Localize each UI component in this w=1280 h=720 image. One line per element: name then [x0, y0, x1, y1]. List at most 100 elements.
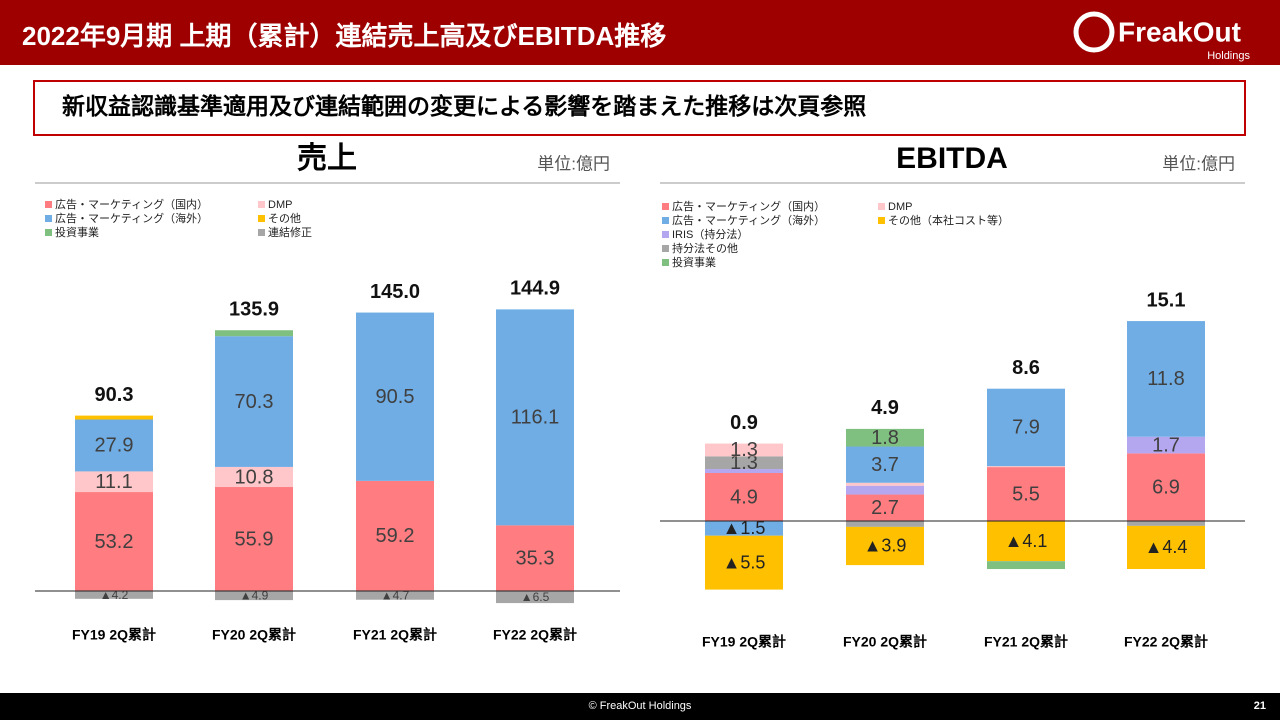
legend-swatch [662, 245, 669, 252]
bar-segment [705, 443, 783, 457]
total-label: 4.9 [871, 397, 899, 419]
data-label: 3.7 [871, 454, 899, 476]
legend-swatch [878, 217, 885, 224]
chart-title: EBITDA [896, 142, 1008, 175]
legend-label: DMP [268, 199, 292, 211]
data-label: 90.5 [376, 386, 415, 408]
bar-segment [496, 309, 574, 526]
x-tick-label: FY21 2Q累計 [984, 634, 1068, 650]
legend-swatch [258, 201, 265, 208]
legend-label: DMP [888, 201, 912, 213]
bar-segment [1127, 525, 1205, 570]
bar-segment [75, 415, 153, 420]
bar-segment [705, 535, 783, 590]
unit-label: 単位:億円 [537, 154, 610, 173]
legend-swatch [662, 231, 669, 238]
data-label: ▲6.5 [521, 590, 550, 604]
total-label: 144.9 [510, 278, 560, 300]
bar-segment [987, 521, 1065, 562]
unit-label: 単位:億円 [1162, 154, 1235, 173]
chart-title: 売上 [297, 142, 357, 175]
legend-swatch [45, 215, 52, 222]
legend-swatch [662, 217, 669, 224]
total-label: 15.1 [1147, 289, 1186, 311]
data-label: 11.1 [95, 471, 132, 493]
data-label: 7.9 [1012, 417, 1040, 439]
bar-segment [215, 487, 293, 591]
data-label: 1.7 [1152, 434, 1180, 456]
notice: 新収益認識基準適用及び連結範囲の変更による影響を踏まえた推移は次頁参照 [62, 93, 866, 119]
data-label: 1.8 [871, 427, 899, 449]
bar-segment [215, 591, 293, 601]
total-label: 145.0 [370, 281, 420, 303]
bar-segment [356, 312, 434, 481]
header-bar [0, 0, 1280, 65]
legend-swatch [662, 259, 669, 266]
bar-segment [75, 591, 153, 599]
x-tick-label: FY19 2Q累計 [72, 627, 156, 643]
data-label: ▲4.9 [240, 589, 269, 603]
notice-box [33, 80, 1246, 136]
legend-label: 投資事業 [55, 225, 99, 239]
data-label: ▲4.1 [1005, 531, 1048, 551]
logo: FreakOut [1118, 16, 1241, 47]
legend-swatch [878, 203, 885, 210]
bar-segment [987, 388, 1065, 467]
bar-segment [215, 466, 293, 488]
total-label: 8.6 [1012, 357, 1040, 379]
copyright: © FreakOut Holdings [589, 700, 692, 712]
data-label: 10.8 [235, 466, 274, 488]
data-label: 2.7 [871, 497, 899, 519]
bar-segment [846, 521, 924, 527]
x-tick-label: FY22 2Q累計 [1124, 634, 1208, 650]
legend-label: 広告・マーケティング（国内） [55, 197, 208, 211]
bar-segment [496, 525, 574, 591]
legend-label: 広告・マーケティング（国内） [672, 199, 825, 213]
logo-icon [1073, 11, 1115, 53]
total-label: 135.9 [229, 299, 279, 321]
total-label: 90.3 [95, 384, 134, 406]
bar-segment [1127, 321, 1205, 437]
bar-segment [215, 330, 293, 337]
bar-segment [1127, 453, 1205, 521]
x-tick-label: FY22 2Q累計 [493, 627, 577, 643]
bar-segment [987, 467, 1065, 521]
legend-label: 広告・マーケティング（海外） [55, 211, 208, 225]
bar-segment [496, 591, 574, 604]
bar-segment [987, 466, 1065, 468]
bar-segment [846, 428, 924, 447]
data-label: 55.9 [235, 528, 274, 550]
bar-segment [846, 482, 924, 486]
data-label: 53.2 [95, 531, 134, 553]
bar-segment [75, 419, 153, 472]
data-label: 116.1 [511, 407, 560, 429]
bar-segment [75, 492, 153, 591]
legend-swatch [662, 203, 669, 210]
data-label: 6.9 [1152, 476, 1180, 498]
bar-segment [705, 456, 783, 470]
data-label: ▲4.4 [1145, 537, 1188, 557]
legend-label: その他（本社コスト等） [888, 213, 1009, 227]
total-label: 0.9 [730, 412, 758, 434]
bar-segment [846, 485, 924, 495]
data-label: 4.9 [730, 486, 758, 508]
legend-label: IRIS（持分法） [672, 227, 748, 241]
legend-label: その他 [268, 212, 301, 225]
data-label: 59.2 [376, 525, 415, 547]
data-label: ▲1.5 [723, 518, 766, 538]
x-tick-label: FY20 2Q累計 [212, 627, 296, 643]
bar-segment [846, 494, 924, 521]
legend-label: 投資事業 [672, 255, 716, 269]
data-label: ▲4.7 [381, 589, 410, 603]
legend-swatch [258, 215, 265, 222]
bar-segment [75, 471, 153, 493]
bar-segment [705, 469, 783, 473]
data-label: 70.3 [235, 391, 274, 413]
data-label: 35.3 [516, 547, 555, 569]
page-number: 21 [1254, 700, 1266, 712]
bar-segment [1127, 436, 1205, 454]
bar-segment [356, 480, 434, 591]
data-label: 1.3 [730, 452, 758, 474]
legend-swatch [45, 201, 52, 208]
legend-swatch [45, 229, 52, 236]
